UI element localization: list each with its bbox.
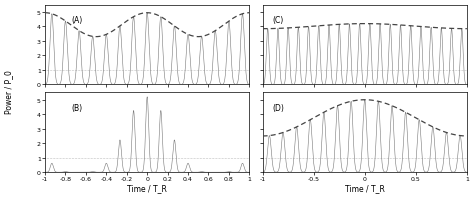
Text: (C): (C) — [273, 16, 284, 25]
Text: (B): (B) — [72, 103, 82, 112]
Text: (A): (A) — [72, 16, 83, 25]
X-axis label: Time / T_R: Time / T_R — [345, 184, 385, 193]
Text: Power / P_0: Power / P_0 — [4, 70, 13, 114]
Text: (D): (D) — [273, 103, 285, 112]
X-axis label: Time / T_R: Time / T_R — [127, 184, 167, 193]
